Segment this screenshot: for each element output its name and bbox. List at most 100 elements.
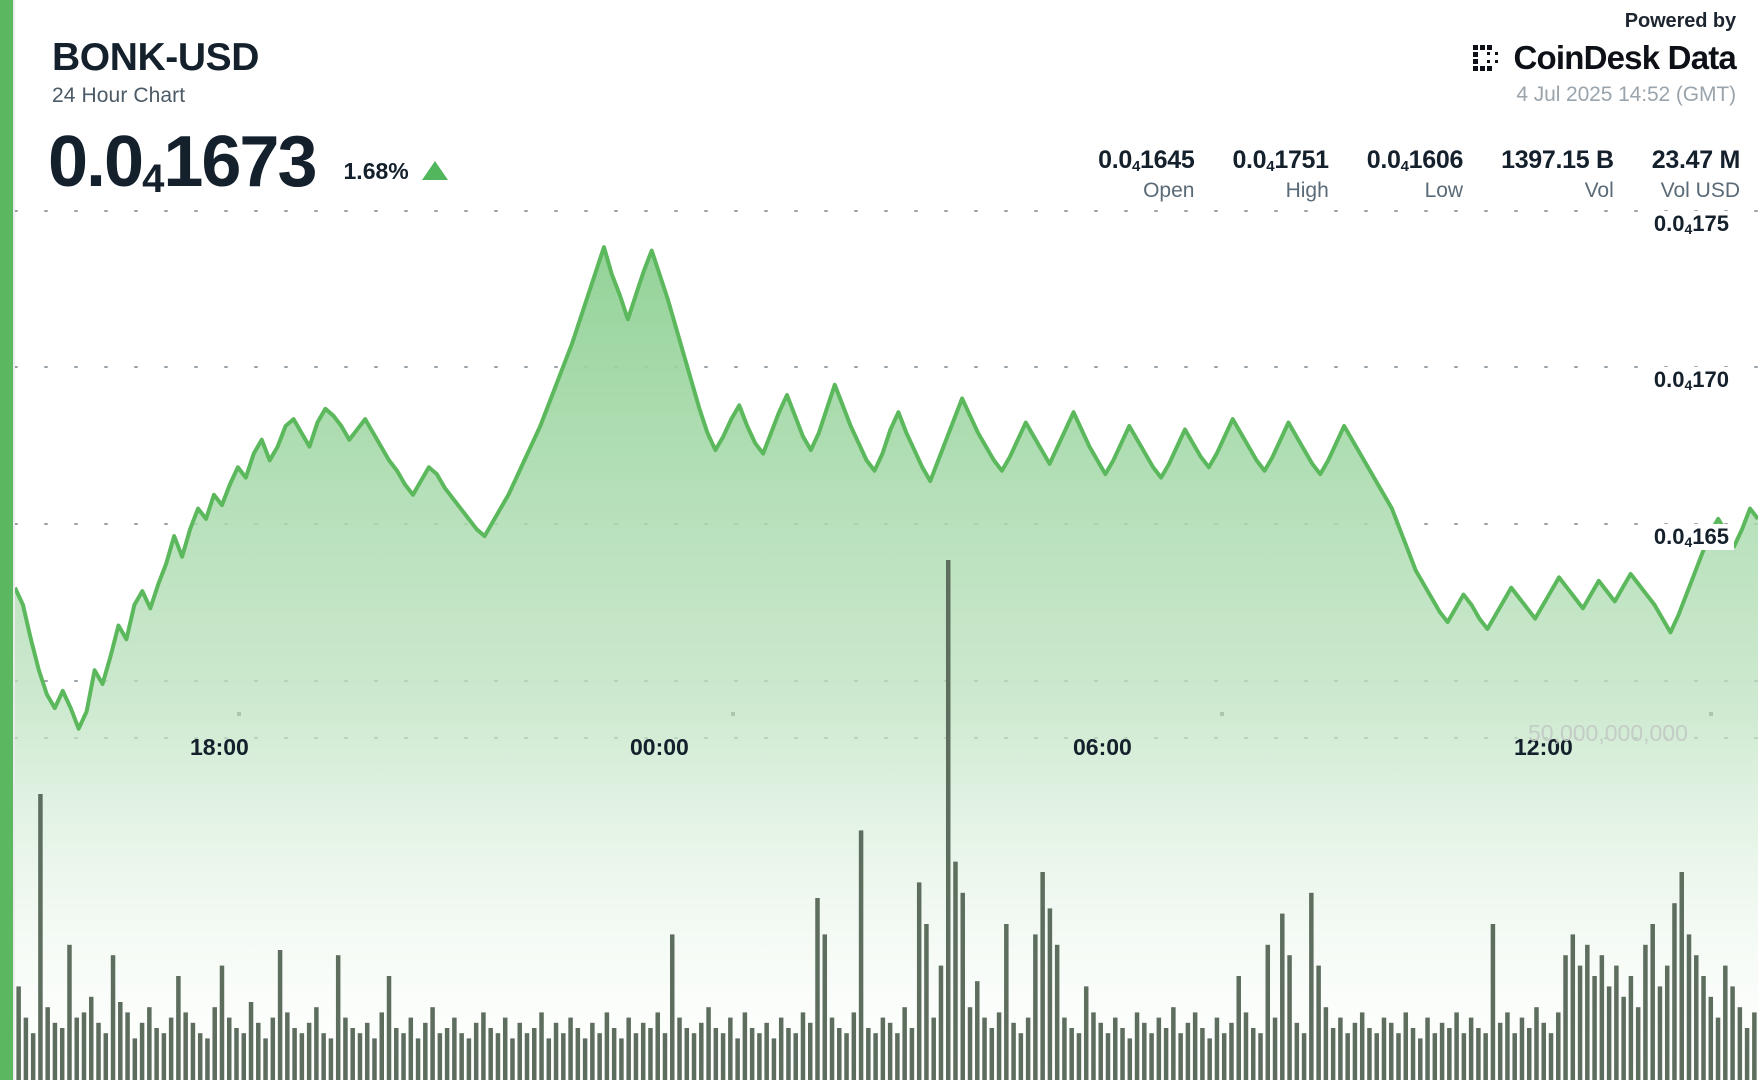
volume-bar: [401, 1033, 406, 1080]
volume-bar: [1025, 1017, 1031, 1080]
volume-bar: [270, 1017, 276, 1080]
price-area-fill: [15, 247, 1758, 1080]
x-axis-tick-label: 12:00: [1514, 734, 1573, 760]
volume-bar: [633, 1033, 639, 1080]
chart-plot-area[interactable]: [13, 0, 1758, 1080]
volume-bar: [800, 1012, 806, 1080]
powered-by-block: Powered by CoinDesk Data: [1471, 10, 1737, 107]
volume-bar: [1054, 944, 1060, 1080]
volume-bar: [757, 1033, 762, 1080]
stat-label: Open: [1143, 179, 1195, 202]
volume-bar: [1381, 1017, 1387, 1080]
x-axis-tick-label: 00:00: [630, 734, 689, 760]
volume-bar: [248, 1002, 254, 1080]
volume-bar: [945, 560, 951, 1080]
volume-bar: [953, 861, 958, 1080]
volume-bar: [844, 1033, 849, 1080]
volume-bar: [517, 1022, 522, 1080]
volume-bar: [386, 976, 392, 1080]
stat-item: 0.041645 Open: [1060, 146, 1195, 203]
volume-bar: [822, 934, 828, 1080]
volume-bar: [728, 1017, 733, 1080]
left-accent-bar: [0, 0, 13, 1080]
stat-item: 23.47 M Vol USD: [1614, 146, 1741, 203]
volume-bar: [161, 1033, 167, 1080]
volume-bar: [241, 1033, 247, 1080]
volume-bar: [1490, 924, 1496, 1080]
volume-bar: [778, 1017, 784, 1080]
stat-item: 0.041606 Low: [1329, 146, 1464, 203]
volume-bar: [364, 1022, 370, 1080]
volume-bar: [691, 1033, 697, 1080]
stat-label: Vol USD: [1660, 179, 1740, 202]
stat-label: Vol: [1584, 179, 1614, 202]
volume-bar: [328, 1038, 334, 1080]
volume-bar: [147, 1007, 152, 1080]
volume-bar: [815, 898, 820, 1080]
volume-bar: [626, 1017, 631, 1080]
volume-bar: [1083, 986, 1089, 1080]
volume-bar: [1410, 1028, 1416, 1080]
volume-bar: [1033, 934, 1038, 1080]
volume-bar: [1468, 1017, 1474, 1080]
timestamp: 4 Jul 2025 14:52 (GMT): [1516, 83, 1736, 106]
stat-label: High: [1285, 179, 1329, 202]
symbol-block: BONK-USD 24 Hour Chart: [52, 37, 259, 108]
volume-bar: [168, 1017, 174, 1080]
volume-bar: [1316, 965, 1321, 1080]
stat-value: 0.041751: [1232, 146, 1329, 175]
x-axis-tick-label: 06:00: [1073, 734, 1132, 760]
volume-bar: [183, 1012, 188, 1080]
brand-name: CoinDesk Data: [1513, 39, 1736, 76]
volume-bar: [1265, 944, 1271, 1080]
chart-header: BONK-USD 24 Hour Chart 0.041673 1.68% Po…: [0, 0, 1758, 230]
volume-bar: [786, 1028, 791, 1080]
volume-bar: [1614, 965, 1619, 1080]
volume-bar: [1069, 1028, 1074, 1080]
volume-bar: [67, 944, 72, 1080]
volume-bar: [1367, 1028, 1372, 1080]
volume-bar: [902, 1007, 907, 1080]
volume-bar: [532, 1028, 537, 1080]
volume-bar: [1635, 1007, 1641, 1080]
volume-bar: [662, 1033, 668, 1080]
volume-bar: [1534, 1007, 1539, 1080]
volume-bar: [1621, 996, 1626, 1080]
volume-bar: [982, 1017, 987, 1080]
volume-bar: [1679, 872, 1684, 1080]
volume-bar: [895, 1033, 900, 1080]
volume-bar: [277, 950, 283, 1080]
volume-bar: [1120, 1028, 1125, 1080]
volume-bar: [1374, 1033, 1379, 1080]
volume-bar: [110, 955, 116, 1080]
volume-bar: [1723, 965, 1728, 1080]
volume-bar: [916, 882, 922, 1080]
volume-bar: [575, 1028, 581, 1080]
volume-bar: [430, 1007, 435, 1080]
volume-bar: [771, 1038, 777, 1080]
brand-line: CoinDesk Data: [1471, 39, 1737, 77]
volume-bar: [415, 1038, 421, 1080]
price-area-series: [13, 245, 1758, 1080]
volume-bar: [989, 1028, 995, 1080]
volume-bar: [1142, 1022, 1147, 1080]
volume-bar: [510, 1038, 515, 1080]
volume-bar: [357, 1033, 363, 1080]
volume-bar: [394, 1028, 399, 1080]
volume-bar: [924, 924, 929, 1080]
volume-bar: [1359, 1012, 1365, 1080]
volume-bar: [568, 1017, 573, 1080]
volume-bar: [197, 1033, 203, 1080]
volume-bar: [1178, 1033, 1183, 1080]
volume-bar: [1207, 1038, 1212, 1080]
volume-bar: [481, 1012, 486, 1080]
volume-bar: [1585, 944, 1590, 1080]
volume-bar: [132, 1038, 138, 1080]
volume-bar: [1098, 1022, 1103, 1080]
volume-bar: [887, 1022, 893, 1080]
volume-bar: [699, 1022, 704, 1080]
volume-bar: [321, 1033, 326, 1080]
volume-bar: [1403, 1012, 1409, 1080]
volume-bar: [546, 1038, 552, 1080]
volume-bar: [1461, 1033, 1467, 1080]
